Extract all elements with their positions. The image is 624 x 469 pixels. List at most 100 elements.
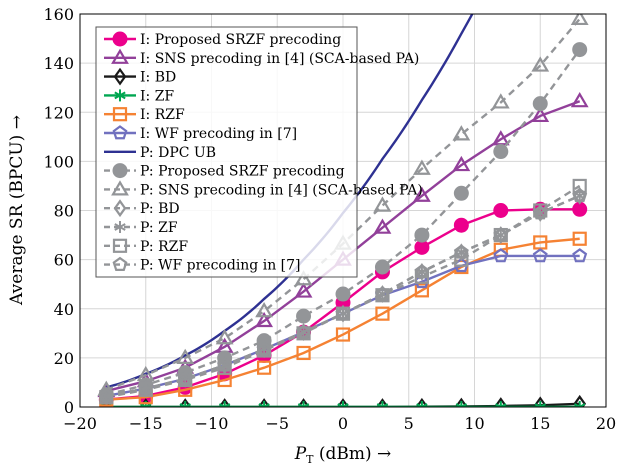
data-point — [297, 401, 310, 407]
data-point — [337, 401, 349, 407]
data-point — [335, 305, 351, 321]
data-point — [256, 341, 272, 356]
legend-marker — [113, 199, 127, 218]
legend-label: I: Proposed SRZF precoding — [140, 32, 341, 48]
data-point — [570, 14, 589, 26]
data-point — [258, 401, 270, 407]
data-point — [296, 324, 312, 339]
y-tick-label: 120 — [43, 103, 74, 122]
y-tick-label: 100 — [43, 152, 74, 171]
legend-marker — [112, 125, 128, 140]
data-point — [573, 394, 587, 407]
x-tick-label: −15 — [129, 414, 163, 433]
data-point — [414, 227, 430, 243]
legend-label: P: DPC UB — [140, 145, 216, 161]
legend-marker — [114, 221, 126, 233]
legend-item: I: BD — [104, 67, 176, 86]
legend-label: I: BD — [140, 70, 176, 86]
y-axis-label: Average SR (BPCU) → — [7, 115, 27, 306]
legend-marker — [112, 31, 128, 47]
data-point — [531, 56, 550, 72]
data-point — [493, 144, 509, 160]
x-tick-label: 0 — [338, 414, 348, 433]
data-point — [531, 106, 550, 123]
legend-item: P: WF precoding in [7] — [104, 256, 301, 274]
legend-label: I: RZF — [140, 107, 185, 123]
legend-item: P: ZF — [104, 220, 178, 236]
y-tick-label: 140 — [43, 54, 74, 73]
x-axis-label: PT (dBm) → — [294, 444, 392, 466]
data-point — [495, 401, 507, 407]
data-point — [255, 311, 274, 328]
data-point — [335, 327, 351, 342]
legend: I: Proposed SRZF precoding I: SNS precodi… — [95, 26, 423, 278]
legend-label: P: Proposed SRZF precoding — [140, 164, 345, 180]
legend-item: P: Proposed SRZF precoding — [104, 163, 345, 180]
data-point — [532, 248, 548, 263]
data-point — [532, 205, 548, 220]
data-point — [374, 286, 390, 301]
legend-label: P: WF precoding in [7] — [140, 258, 301, 274]
legend-label: P: SNS precoding in [4] (SCA-based PA) — [140, 182, 423, 198]
legend-label: P: RZF — [140, 239, 188, 255]
series-3 — [100, 401, 586, 407]
data-point — [572, 187, 588, 203]
tick-labels: −20 −15 −10 −5 0 5 10 15 20 0 20 40 60 80 100 120 140 160 — [43, 5, 616, 433]
data-point — [412, 186, 431, 202]
legend-item: P: DPC UB — [104, 145, 216, 161]
legend-item: I: WF precoding in [7] — [104, 125, 297, 142]
data-point — [176, 348, 195, 364]
data-point — [376, 401, 389, 407]
legend-marker — [113, 67, 127, 86]
data-point — [452, 125, 471, 141]
series-12 — [98, 187, 588, 403]
legend-marker — [111, 180, 129, 196]
data-point — [294, 282, 313, 298]
data-point — [572, 231, 587, 246]
data-point — [416, 401, 428, 407]
legend-marker — [112, 238, 128, 253]
data-point — [452, 155, 471, 172]
data-point — [494, 397, 508, 407]
data-point — [493, 227, 509, 242]
legend-item: I: Proposed SRZF precoding — [104, 31, 341, 48]
data-point — [570, 92, 589, 108]
legend-label: P: ZF — [140, 220, 178, 236]
y-tick-label: 60 — [54, 251, 74, 270]
data-point — [179, 401, 191, 407]
x-tick-label: 10 — [464, 414, 484, 433]
legend-item: P: SNS precoding in [4] (SCA-based PA) — [104, 180, 423, 198]
y-tick-label: 20 — [54, 349, 74, 368]
x-tick-label: 5 — [404, 414, 414, 433]
data-point — [532, 96, 548, 112]
x-tick-label: 20 — [596, 414, 616, 433]
legend-item: I: SNS precoding in [4] (SCA-based PA) — [104, 48, 419, 67]
data-point — [177, 370, 193, 386]
data-point — [414, 283, 429, 298]
data-point — [294, 270, 313, 286]
legend-item: I: ZF — [104, 88, 174, 104]
x-tick-label: −5 — [265, 414, 289, 433]
legend-marker — [114, 89, 126, 102]
data-point — [217, 360, 232, 375]
data-point — [574, 401, 586, 407]
data-point — [98, 388, 114, 403]
data-point — [572, 178, 587, 194]
x-tick-label: 15 — [530, 414, 550, 433]
data-point — [533, 396, 547, 407]
data-point — [373, 218, 392, 234]
legend-label: I: SNS precoding in [4] (SCA-based PA) — [140, 51, 419, 67]
data-point — [414, 264, 430, 279]
data-point — [215, 329, 234, 345]
data-point — [218, 401, 231, 407]
y-tick-label: 0 — [64, 398, 74, 417]
data-point — [374, 259, 390, 275]
legend-item: I: RZF — [104, 107, 185, 123]
data-point — [454, 252, 469, 267]
legend-marker — [112, 256, 128, 271]
data-point — [572, 42, 588, 58]
data-point — [375, 306, 390, 321]
data-point — [453, 244, 469, 259]
legend-label: I: ZF — [140, 88, 174, 104]
